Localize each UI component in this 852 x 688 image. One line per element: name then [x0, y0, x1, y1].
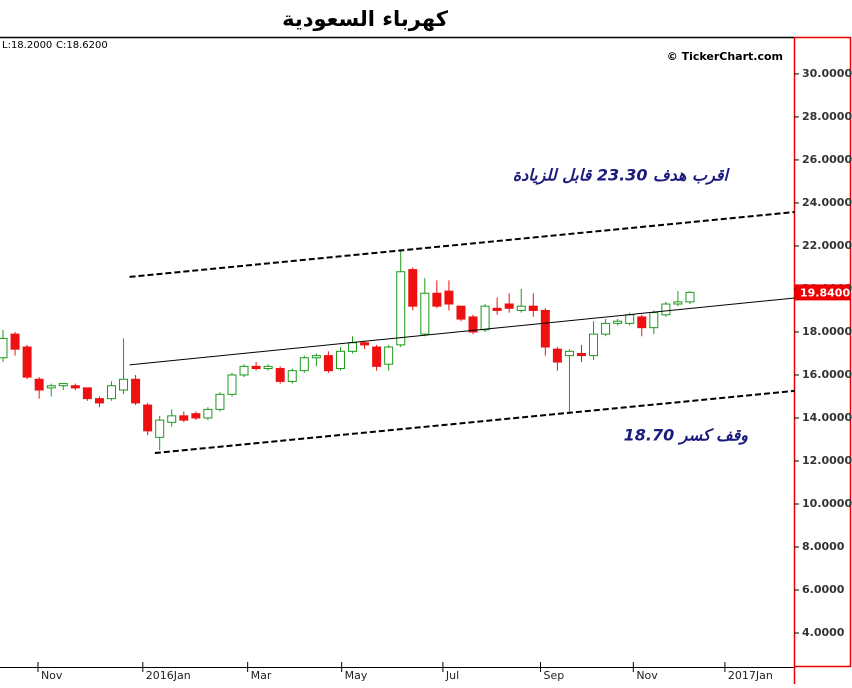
candle-body — [143, 404, 153, 432]
candle-body — [155, 419, 165, 438]
y-tick-label: 6.0000 — [802, 583, 845, 596]
candle-body — [58, 383, 68, 387]
candle-body — [673, 301, 683, 305]
candle-body — [191, 413, 201, 419]
candle-body — [119, 378, 129, 391]
candle-body — [131, 378, 141, 404]
y-tick-label: 14.0000 — [802, 411, 852, 424]
candle-body — [685, 291, 695, 303]
x-tick-label: Jul — [445, 669, 459, 682]
candle-body — [251, 365, 261, 370]
candle-body — [22, 346, 32, 378]
chart-title: كهرباء السعودية — [282, 7, 449, 31]
candle-body — [516, 305, 526, 311]
candle-body — [528, 305, 538, 311]
candle-body — [348, 342, 358, 352]
x-tick-label: Nov — [41, 669, 63, 682]
candle-body — [94, 398, 104, 404]
candle-body — [179, 415, 189, 421]
candle-body — [34, 378, 44, 391]
candle-body — [504, 303, 514, 309]
candle-body — [649, 312, 659, 329]
x-tick-label: Mar — [251, 669, 272, 682]
candle-body — [492, 307, 502, 311]
candle-body — [408, 269, 418, 307]
y-tick-label: 26.0000 — [802, 153, 852, 166]
candle-body — [323, 355, 333, 372]
y-tick-label: 24.0000 — [802, 196, 852, 209]
y-tick-label: 12.0000 — [802, 454, 852, 467]
candle-body — [625, 314, 635, 324]
x-tick-label: May — [345, 669, 368, 682]
candle-body — [432, 292, 442, 307]
x-tick-label: 2016Jan — [146, 669, 191, 682]
trend-line — [129, 297, 795, 366]
candle-body — [70, 385, 80, 389]
candle-body — [468, 316, 478, 333]
y-tick-label: 10.0000 — [802, 497, 852, 510]
candle-body — [263, 365, 273, 370]
candle-body — [227, 374, 237, 395]
watermark: © TickerChart.com — [667, 50, 783, 63]
last-price-label: 19.8400 — [800, 286, 850, 299]
candle-body — [372, 346, 382, 367]
candle-body — [540, 309, 550, 348]
trend-line — [154, 389, 795, 455]
candle-body — [167, 415, 177, 423]
candle-body — [239, 365, 249, 376]
y-tick-label: 22.0000 — [802, 239, 852, 252]
y-tick-label: 4.0000 — [802, 626, 845, 639]
annotation: وقف كسر 18.70 — [624, 426, 749, 446]
candle-body — [335, 350, 345, 370]
candle-body — [420, 292, 430, 335]
x-tick-label: Nov — [636, 669, 658, 682]
candle-body — [0, 337, 8, 359]
candle-body — [275, 368, 285, 382]
trend-line — [129, 210, 795, 278]
candle-body — [613, 320, 623, 324]
y-tick-label: 16.0000 — [802, 368, 852, 381]
candle-body — [637, 316, 647, 329]
candle-body — [203, 408, 213, 419]
candle-body — [576, 352, 586, 357]
y-tick-label: 8.0000 — [802, 540, 845, 553]
candle-body — [552, 348, 562, 363]
candle-body — [661, 303, 671, 316]
annotation: اقرب هدف 23.30 قابل للزيادة — [513, 166, 731, 186]
candle-body — [384, 346, 394, 365]
candle-body — [10, 333, 20, 350]
candle-body — [396, 271, 406, 346]
last-price-box — [795, 284, 850, 301]
y-tick-label: 30.0000 — [802, 67, 852, 80]
y-axis-frame — [793, 36, 852, 668]
candle-body — [106, 385, 116, 400]
candle-body — [46, 385, 56, 389]
candle-body — [215, 393, 225, 410]
info-low: L:18.2000 — [2, 40, 52, 51]
info-close: C:18.6200 — [56, 40, 108, 51]
candle-body — [299, 357, 309, 372]
candle-body — [589, 333, 599, 357]
candle-body — [82, 387, 92, 400]
x-tick-label: 2017Jan — [728, 669, 773, 682]
x-tick-label: Sep — [544, 669, 565, 682]
candle-body — [564, 350, 574, 357]
y-tick-label: 28.0000 — [802, 110, 852, 123]
candle-body — [456, 305, 466, 320]
candle-body — [311, 355, 321, 359]
candle-body — [287, 370, 297, 382]
candle-body — [480, 305, 490, 331]
candle-body — [360, 342, 370, 346]
candle-body — [601, 322, 611, 335]
y-tick-label: 18.0000 — [802, 325, 852, 338]
candle-body — [444, 290, 454, 305]
